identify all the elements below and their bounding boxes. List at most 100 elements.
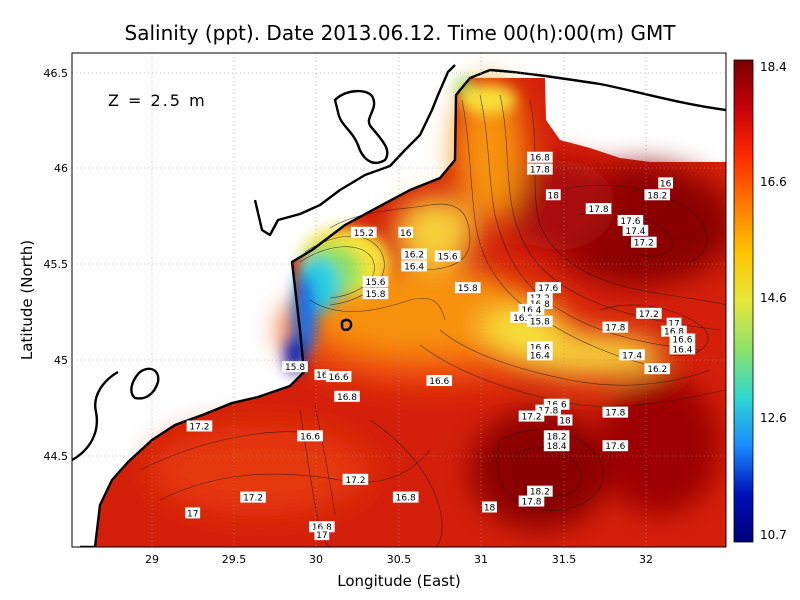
contour-label: 16.8 — [527, 151, 553, 164]
contour-label-box — [362, 288, 389, 300]
contour-label-box — [518, 303, 545, 315]
contour-label: 17.2 — [342, 473, 369, 486]
contour-label: 15.6 — [362, 276, 389, 288]
contour-label: 17.8 — [518, 495, 545, 508]
contour-label: 16 — [658, 177, 674, 189]
contour-label-box — [482, 501, 497, 513]
x-tick-label: 31 — [474, 553, 488, 566]
contour-label-text: 17.4 — [625, 227, 645, 237]
contour-line — [309, 297, 446, 321]
contour-label-box — [342, 473, 369, 485]
contour-label-box — [362, 276, 389, 288]
contour-label-text: 17.8 — [605, 409, 625, 419]
contour-label-text: 16.8 — [530, 154, 550, 164]
contour-label: 16.2 — [644, 363, 671, 375]
contour-label-text: 16.6 — [429, 377, 449, 387]
y-axis-label: Latitude (North) — [18, 240, 36, 360]
contour-label-box — [282, 361, 308, 373]
contour-label-box — [454, 282, 481, 294]
map-title: Salinity (ppt). Date 2013.06.12. Time 00… — [125, 21, 677, 45]
contour-label-text: 16 — [400, 229, 412, 239]
contour-label: 15.8 — [527, 315, 553, 328]
contour-label-box — [518, 495, 545, 507]
contour-label-box — [527, 485, 553, 497]
contour-label-box — [401, 248, 427, 260]
contour-line — [329, 203, 471, 271]
y-tick-label: 46.5 — [44, 67, 69, 80]
contour-label: 17.6 — [535, 282, 562, 294]
contour-label: 15.8 — [454, 282, 481, 294]
contour-label-text: 16.6 — [329, 373, 349, 383]
contour-label: 16.6 — [527, 341, 553, 353]
contour-line — [514, 447, 582, 497]
coastline-lake-north — [333, 89, 389, 165]
contour-label: 15.2 — [350, 226, 377, 239]
colorbar-frame — [733, 59, 754, 543]
x-tick-label: 29.5 — [222, 553, 247, 566]
contour-label-text: 18 — [559, 417, 571, 427]
contour-label-box — [527, 297, 553, 309]
contour-label: 16.2 — [510, 311, 536, 324]
x-axis-label: Longitude (East) — [337, 572, 460, 590]
contour-label: 18.2 — [527, 485, 553, 498]
contour-label: 17.8 — [585, 203, 612, 215]
contour-label: 15.8 — [362, 288, 389, 300]
lowsal-blue — [293, 275, 317, 355]
contour-label-text: 16 — [316, 371, 328, 381]
contour-label-box — [602, 321, 629, 333]
contour-label-text: 17.2 — [639, 310, 659, 320]
contour-label-text: 16.8 — [396, 494, 416, 504]
contour-label-box — [240, 491, 266, 503]
contour-label-text: 16.2 — [404, 251, 424, 261]
contour-label: 17 — [314, 529, 330, 541]
contour-label: 15.6 — [434, 250, 461, 263]
contour-label-box — [527, 341, 553, 353]
contour-label: 15.8 — [282, 361, 308, 373]
coastline-lake-west — [130, 367, 160, 400]
contour-label-box — [666, 317, 682, 329]
colorbar-tick-label: 18.4 — [760, 60, 787, 74]
contour-label-text: 17.8 — [521, 498, 541, 508]
contour-label-box — [661, 325, 687, 337]
east-deep-red — [600, 375, 720, 515]
contour-label-text: 16 — [660, 179, 672, 189]
contour-label-box — [669, 343, 696, 355]
contour-label: 18 — [557, 414, 573, 427]
contour-label-text: 15.8 — [458, 284, 478, 294]
contour-label-box — [527, 151, 553, 163]
contour-label: 17 — [185, 507, 201, 519]
contour-label: 16.4 — [669, 343, 696, 355]
contour-label-text: 16.6 — [672, 336, 692, 346]
contour-label-text: 16.2 — [647, 365, 667, 375]
contour-label-text: 18.2 — [530, 488, 550, 498]
contour-label: 18.2 — [644, 189, 671, 201]
contour-label-box — [602, 440, 629, 452]
y-tick-label: 45.5 — [44, 258, 69, 271]
contour-label-box — [434, 250, 461, 262]
contour-label-box — [518, 410, 545, 422]
depth-label: Z = 2.5 m — [108, 91, 207, 110]
contour-label-text: 16.8 — [664, 328, 684, 338]
y-tick-label: 44.5 — [44, 450, 69, 463]
contour-label-box — [392, 491, 419, 503]
contour-label: 18 — [482, 501, 497, 513]
contour-label-text: 15.8 — [285, 363, 305, 373]
contour-label-text: 18.2 — [647, 191, 667, 201]
contour-label: 16.8 — [661, 325, 687, 338]
contour-label-text: 18 — [484, 503, 496, 513]
contour-label-text: 18 — [548, 191, 560, 201]
contour-label-box — [510, 311, 536, 323]
contour-label: 17.8 — [602, 406, 629, 419]
coastline-dniester-liman — [253, 64, 456, 237]
contour-label: 17.4 — [619, 349, 645, 361]
north-red — [505, 160, 615, 250]
contour-label-box — [314, 369, 330, 381]
contour-label: 17.2 — [636, 307, 662, 320]
y-tick-label: 46 — [54, 162, 68, 175]
contour-label-box — [658, 177, 674, 189]
coastline-inland — [72, 370, 119, 462]
contour-label-box — [543, 398, 570, 410]
contour-label: 16.6 — [325, 371, 352, 383]
contour-label-box — [644, 363, 671, 375]
